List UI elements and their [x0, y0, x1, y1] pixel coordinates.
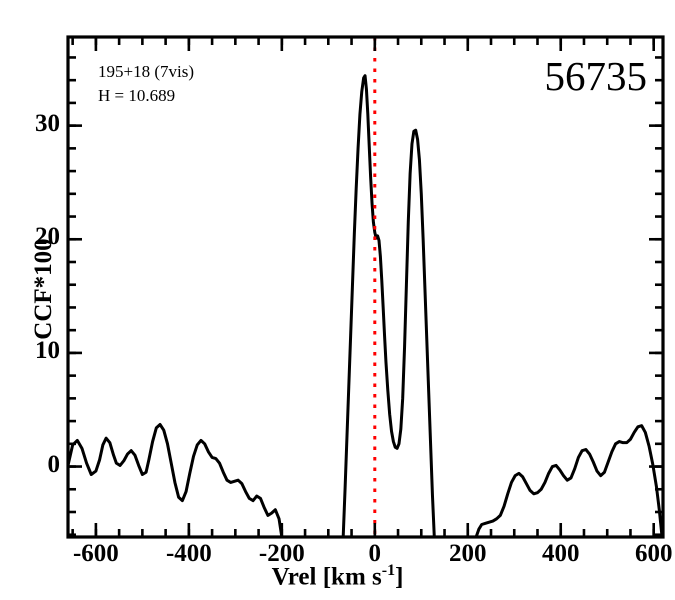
- x-tick-label: 400: [541, 540, 580, 567]
- x-axis-title-tail: ]: [395, 563, 404, 591]
- mjd-annotation: 56735: [544, 53, 648, 99]
- x-tick-label: -400: [165, 540, 212, 567]
- ccf-left-noise: [68, 423, 284, 537]
- y-axis-title: CCF*100: [30, 238, 57, 340]
- x-tick-label: -200: [258, 540, 305, 567]
- x-tick-label: -600: [72, 540, 119, 567]
- x-axis-title-base: Vrel [km s: [271, 563, 382, 591]
- x-tick-label: 600: [634, 540, 673, 567]
- x-tick-label: 200: [449, 540, 487, 567]
- x-axis-title-exponent: -1: [381, 562, 396, 579]
- data-series-group: [68, 74, 663, 537]
- x-tick-label: 0: [368, 540, 382, 567]
- x-axis-title: Vrel [km s-1]: [0, 562, 675, 591]
- y-tick-label: 20: [35, 223, 60, 251]
- y-tick-label: 10: [35, 336, 60, 364]
- y-tick-label: 0: [47, 450, 61, 478]
- target-id-annotation: 195+18 (7vis): [98, 62, 194, 81]
- magnitude-annotation: H = 10.689: [98, 86, 176, 105]
- tick-marks-group: [68, 37, 663, 537]
- ccf-right-noise: [474, 424, 663, 537]
- ccf-central-profile: [341, 74, 436, 537]
- plot-frame: [66, 35, 665, 539]
- y-tick-label: 30: [35, 109, 60, 137]
